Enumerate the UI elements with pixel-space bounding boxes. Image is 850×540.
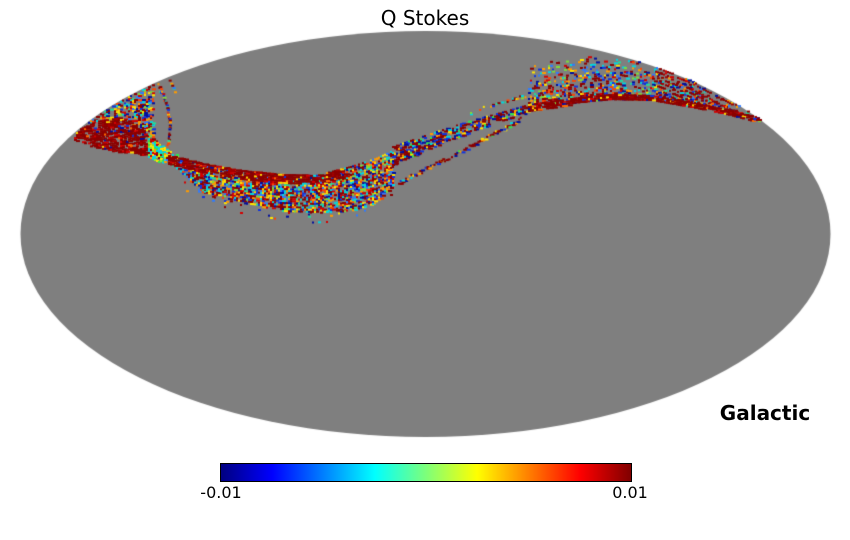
colorbar [220,463,632,482]
colorbar-max-label: 0.01 [612,483,648,502]
coordinate-frame-label: Galactic [719,401,811,425]
map-title: Q Stokes [380,6,470,30]
colorbar-gradient [221,464,631,481]
colorbar-min-label: -0.01 [200,483,242,502]
